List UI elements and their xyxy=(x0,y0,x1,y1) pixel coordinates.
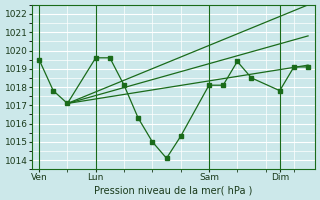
X-axis label: Pression niveau de la mer( hPa ): Pression niveau de la mer( hPa ) xyxy=(94,185,253,195)
